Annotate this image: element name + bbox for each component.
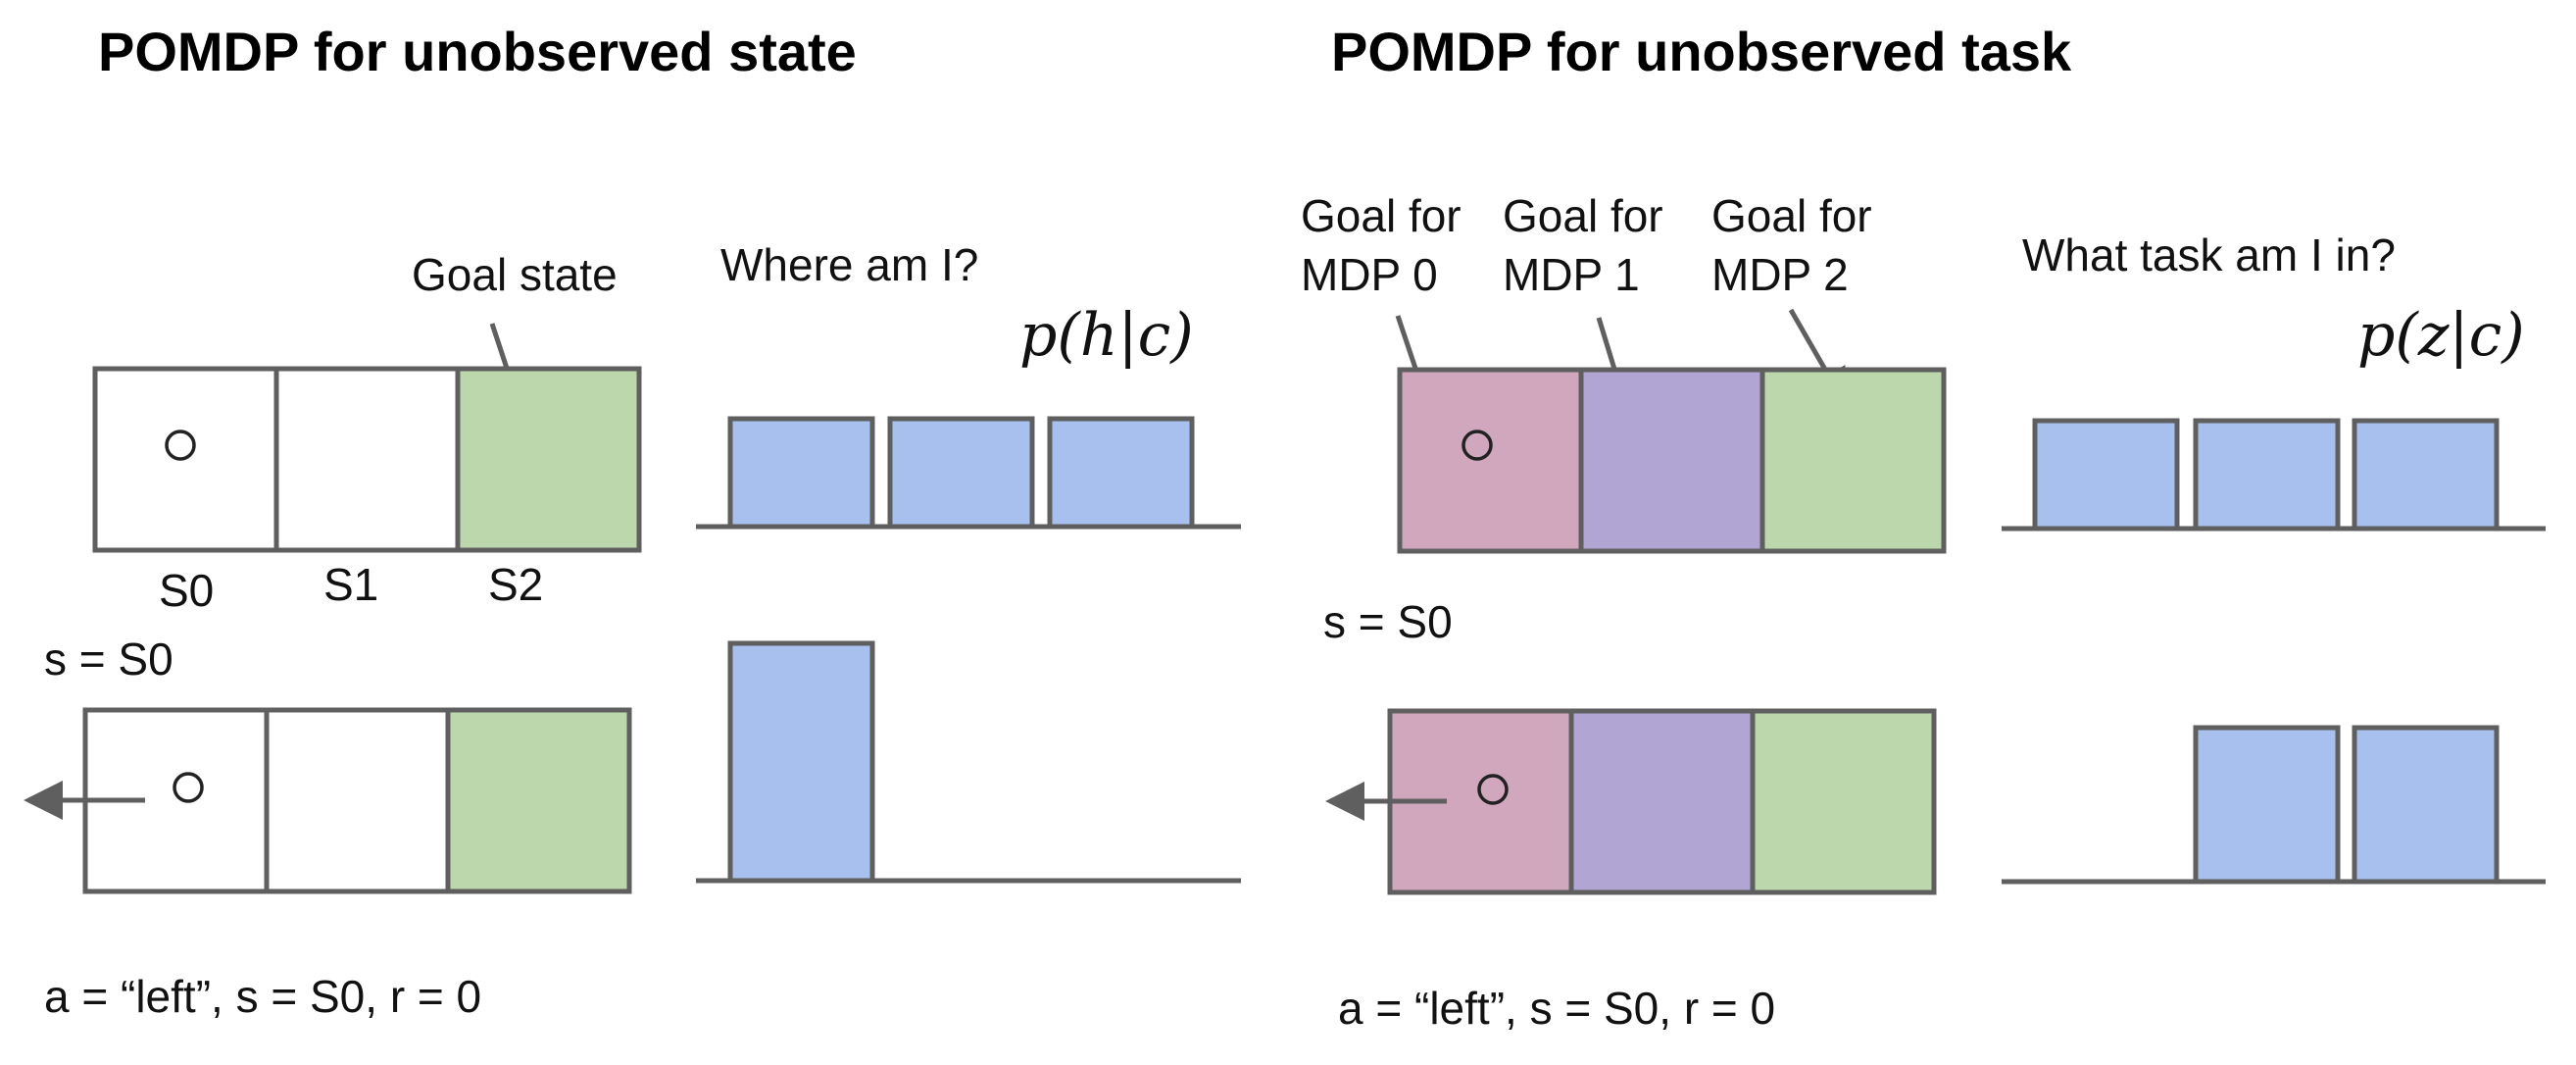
agent-marker bbox=[1461, 430, 1493, 461]
right-panel: POMDP for unobserved task Goal for MDP 0… bbox=[1301, 21, 2546, 1034]
agent-marker bbox=[165, 430, 196, 461]
goal-label-mdp1-line2: MDP 1 bbox=[1503, 249, 1640, 300]
goal-state-label: Goal state bbox=[412, 249, 618, 300]
state-label-s1: S1 bbox=[323, 559, 378, 610]
bottom-state-grid bbox=[82, 707, 632, 894]
task-cell-mdp1 bbox=[1578, 367, 1765, 554]
question-label: What task am I in? bbox=[2022, 229, 2396, 280]
state-observation: s = S0 bbox=[44, 634, 173, 685]
belief-bar-s2 bbox=[1047, 416, 1195, 530]
belief-expression: p(h|c) bbox=[1019, 301, 1194, 370]
state-label-s2: S2 bbox=[488, 559, 543, 610]
belief-before-chart bbox=[2002, 418, 2546, 532]
state-cell-s1 bbox=[273, 366, 461, 553]
agent-marker bbox=[173, 772, 204, 803]
belief-after-chart bbox=[696, 640, 1241, 884]
goal-label-mdp1-line1: Goal for bbox=[1503, 190, 1663, 241]
belief-bar-mdp2 bbox=[2352, 418, 2500, 532]
belief-before-chart bbox=[696, 416, 1241, 530]
belief-expression: p(z|c) bbox=[2357, 301, 2525, 370]
state-cell-s1 bbox=[264, 707, 451, 894]
belief-bar-s0 bbox=[727, 416, 875, 530]
belief-bar-s0 bbox=[727, 640, 875, 884]
right-title: POMDP for unobserved task bbox=[1331, 21, 2072, 82]
task-cell-mdp2 bbox=[1750, 708, 1937, 895]
state-label-s0: S0 bbox=[159, 565, 214, 616]
agent-marker bbox=[1477, 774, 1509, 805]
state-cell-s2-goal bbox=[445, 707, 632, 894]
question-label: Where am I? bbox=[720, 239, 978, 290]
top-task-grid bbox=[1397, 367, 1947, 554]
belief-bar-mdp0 bbox=[2032, 418, 2180, 532]
transition-text: a = “left”, s = S0, r = 0 bbox=[1338, 983, 1775, 1034]
goal-label-mdp2-line2: MDP 2 bbox=[1711, 249, 1849, 300]
goal-label-mdp0-line1: Goal for bbox=[1301, 190, 1461, 241]
goal-label-mdp2-line1: Goal for bbox=[1711, 190, 1872, 241]
transition-text: a = “left”, s = S0, r = 0 bbox=[44, 971, 481, 1022]
belief-bar-mdp1 bbox=[2193, 418, 2341, 532]
belief-bar-mdp2 bbox=[2352, 725, 2500, 885]
left-title: POMDP for unobserved state bbox=[98, 21, 857, 82]
belief-after-chart bbox=[2002, 725, 2546, 885]
bottom-task-grid bbox=[1387, 708, 1937, 895]
top-state-grid bbox=[92, 366, 642, 553]
state-cell-s2-goal bbox=[455, 366, 642, 553]
belief-bar-s1 bbox=[887, 416, 1035, 530]
left-panel: POMDP for unobserved state Goal state S0… bbox=[24, 21, 1241, 1022]
task-cell-mdp2 bbox=[1759, 367, 1947, 554]
task-cell-mdp0 bbox=[1397, 367, 1584, 554]
belief-bar-mdp1 bbox=[2193, 725, 2341, 885]
task-cell-mdp1 bbox=[1568, 708, 1756, 895]
goal-label-mdp0-line2: MDP 0 bbox=[1301, 249, 1438, 300]
state-observation: s = S0 bbox=[1323, 596, 1453, 647]
